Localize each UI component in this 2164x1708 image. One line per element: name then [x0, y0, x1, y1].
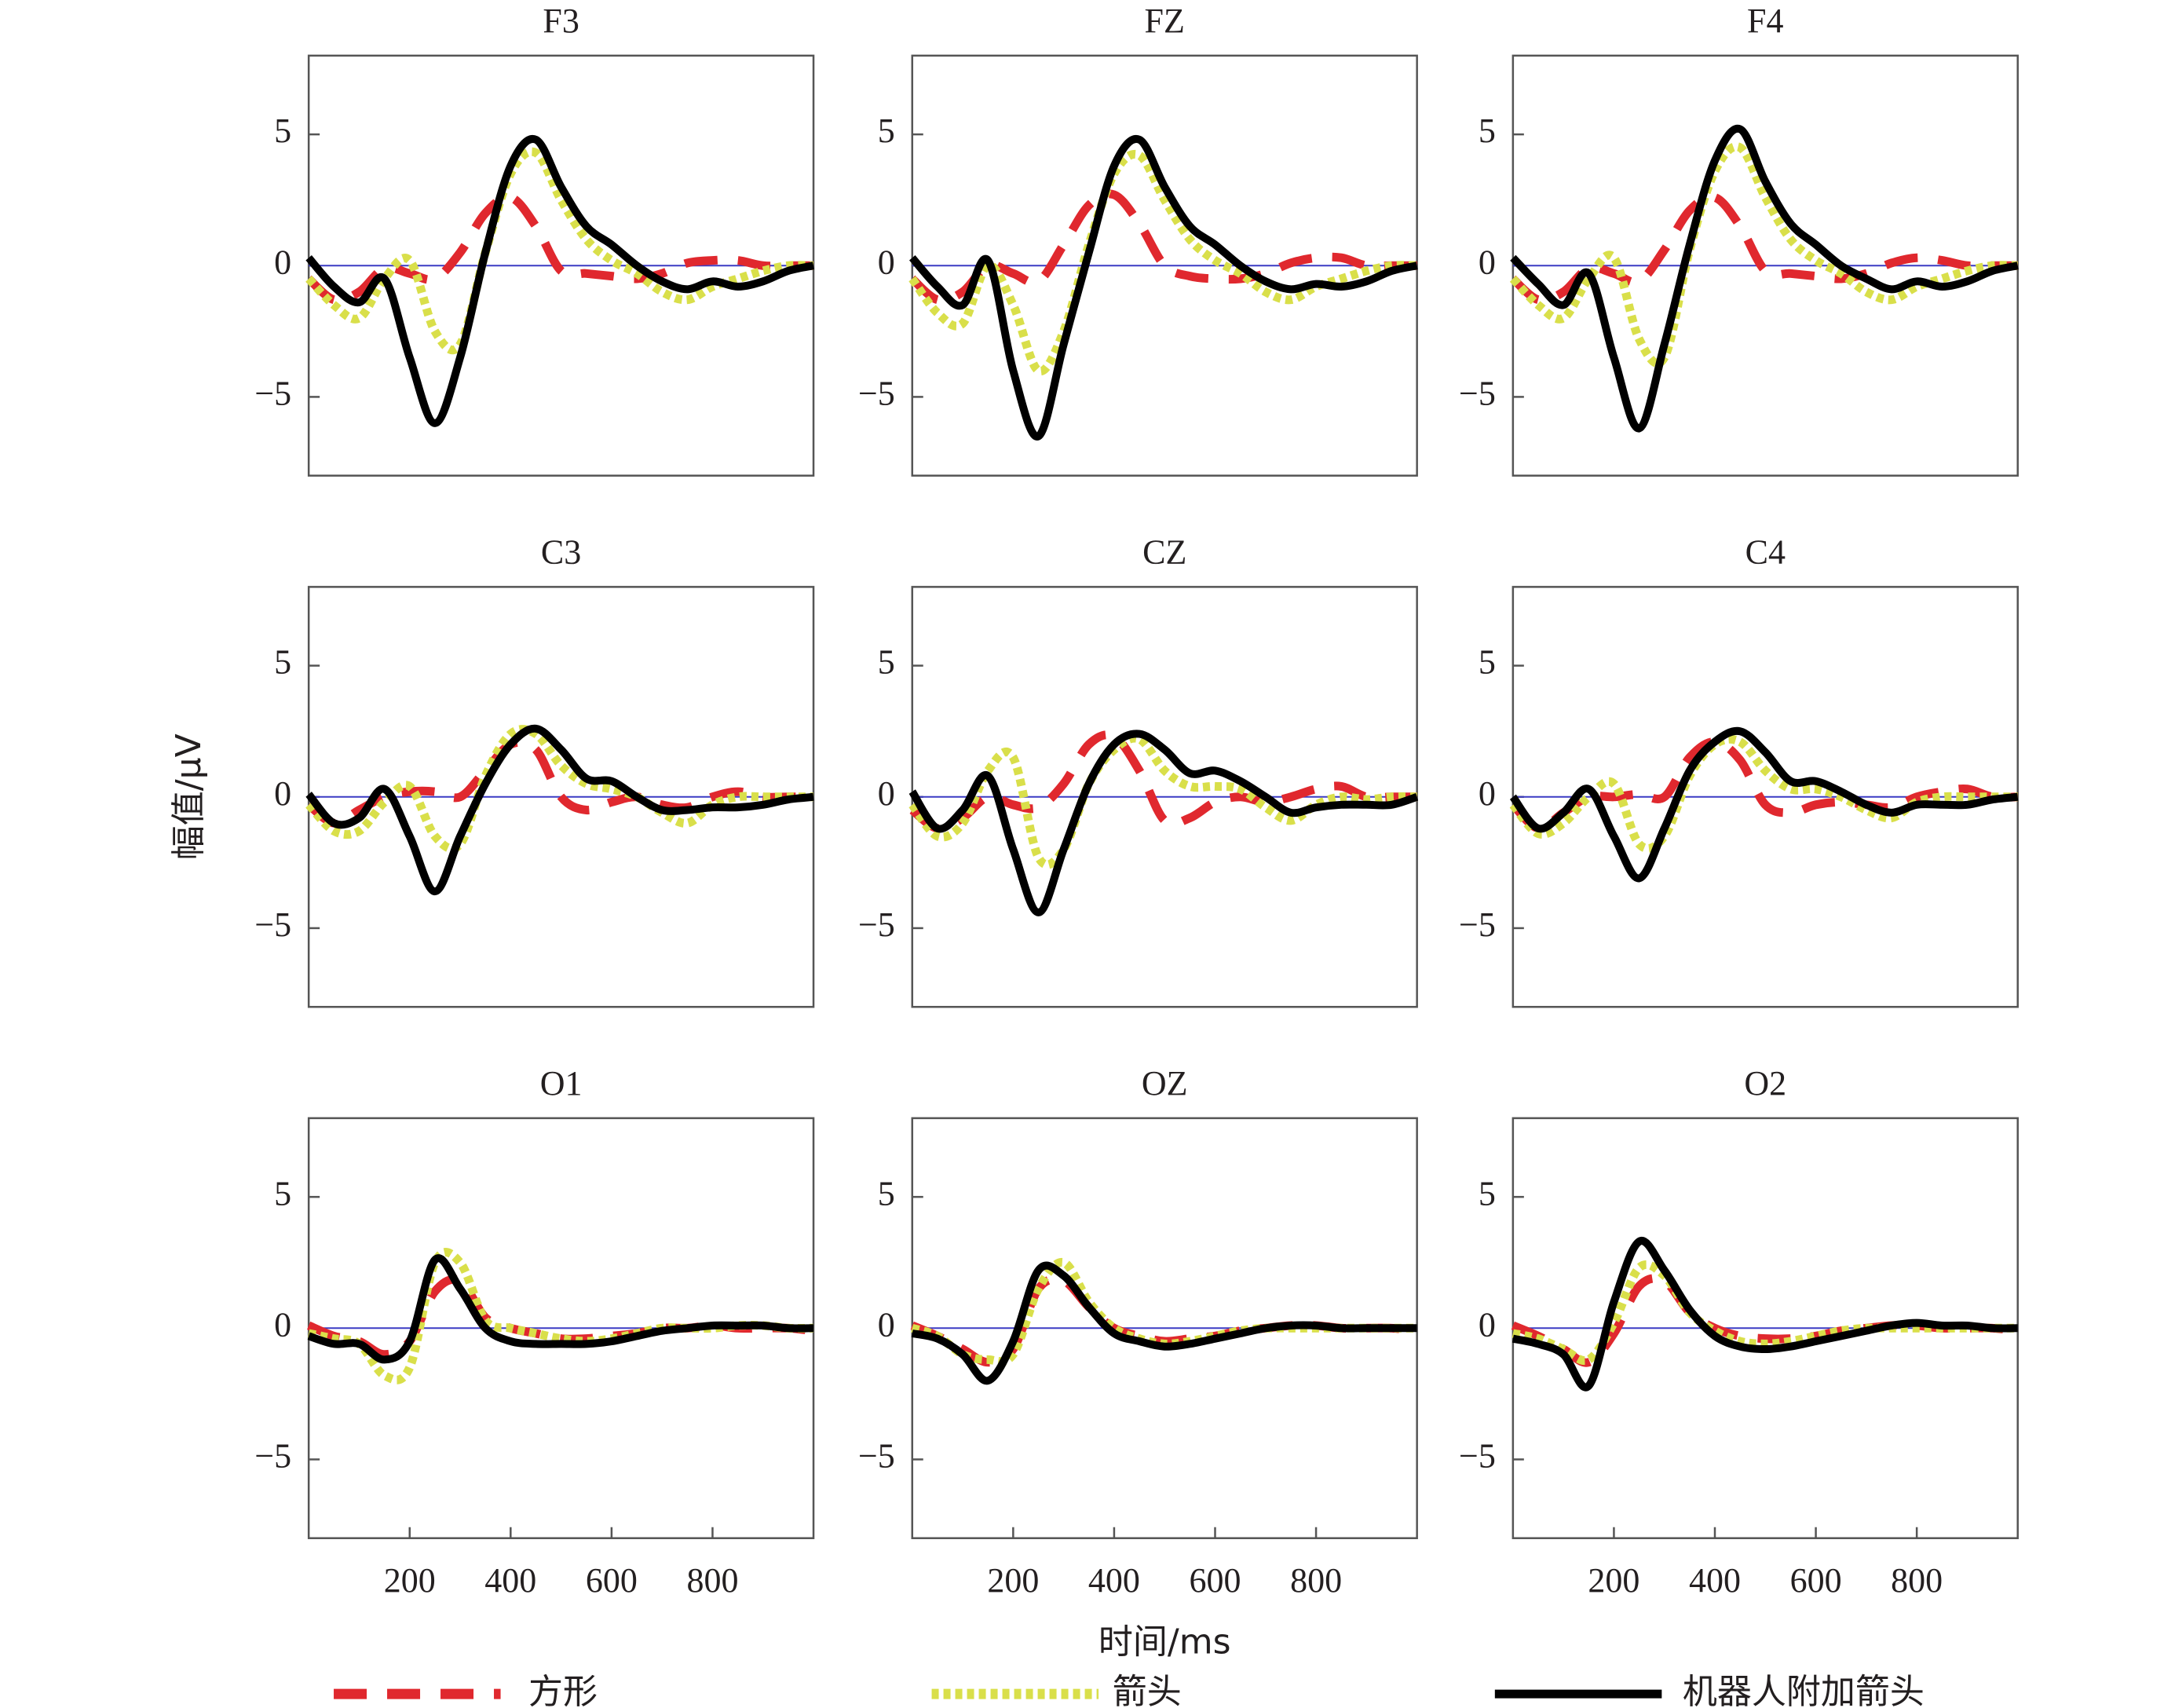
panel-title: O2	[1744, 1064, 1786, 1103]
series-line	[911, 1261, 1417, 1385]
y-tick-label: −5	[1459, 905, 1496, 944]
series-line	[305, 724, 814, 896]
y-tick-label: 5	[1479, 643, 1496, 682]
y-axis-label: 幅值/μV	[169, 733, 209, 860]
y-tick-label: 0	[878, 774, 895, 813]
series-line	[1512, 1260, 2018, 1366]
series-line	[908, 730, 1419, 916]
y-tick-label: 5	[1479, 1174, 1496, 1212]
panel-title: FZ	[1145, 2, 1185, 40]
legend-label: 方形	[528, 1672, 598, 1708]
x-tick-label: 800	[1290, 1561, 1342, 1600]
x-tick-label: 400	[1689, 1561, 1741, 1600]
series-line	[308, 1248, 814, 1384]
x-tick-label: 200	[987, 1561, 1039, 1600]
panel-title: C4	[1745, 532, 1786, 571]
series-line	[909, 189, 1417, 305]
y-tick-label: 0	[274, 774, 291, 813]
x-tick-label: 600	[586, 1561, 638, 1600]
y-tick-label: 0	[878, 243, 895, 281]
x-tick-label: 200	[1588, 1561, 1639, 1600]
y-tick-label: −5	[858, 1437, 895, 1476]
series-line	[1509, 737, 2018, 833]
legend-label: 箭头	[1113, 1672, 1182, 1708]
legend-label: 机器人附加箭头	[1683, 1672, 1925, 1708]
y-tick-label: 5	[274, 643, 291, 682]
y-tick-label: 5	[274, 1174, 291, 1212]
series-line	[307, 1254, 814, 1364]
y-tick-label: −5	[858, 374, 895, 412]
y-tick-label: −5	[254, 905, 291, 944]
series-line	[908, 733, 1417, 869]
series-line	[305, 192, 814, 305]
y-tick-label: −5	[858, 905, 895, 944]
x-tick-label: 200	[384, 1561, 436, 1600]
x-tick-label: 600	[1790, 1561, 1842, 1600]
x-tick-label: 800	[1891, 1561, 1943, 1600]
panel-title: F4	[1747, 2, 1783, 40]
x-tick-label: 600	[1189, 1561, 1241, 1600]
y-tick-label: −5	[1459, 374, 1496, 412]
series-line	[908, 135, 1418, 441]
series-line	[1512, 1237, 2018, 1392]
y-tick-label: −5	[1459, 1437, 1496, 1476]
x-tick-label: 800	[686, 1561, 738, 1600]
x-axis-label: 时间/ms	[1098, 1622, 1231, 1662]
series-line	[305, 135, 815, 427]
y-tick-label: 5	[1479, 112, 1496, 150]
y-tick-label: 0	[878, 1305, 895, 1344]
panel-title: OZ	[1142, 1064, 1188, 1103]
y-tick-label: 0	[274, 1305, 291, 1344]
series-line	[1509, 726, 2019, 883]
y-tick-label: −5	[254, 1437, 291, 1476]
y-tick-label: 0	[1479, 774, 1496, 813]
y-tick-label: −5	[254, 374, 291, 412]
panel-title: CZ	[1142, 532, 1186, 571]
series-line	[305, 725, 814, 854]
x-tick-label: 400	[1088, 1561, 1140, 1600]
series-line	[305, 737, 814, 828]
y-tick-label: 0	[274, 243, 291, 281]
y-tick-label: 0	[1479, 1305, 1496, 1344]
panel-title: F3	[543, 2, 579, 40]
x-tick-label: 400	[484, 1561, 536, 1600]
y-tick-label: 5	[274, 112, 291, 150]
y-tick-label: 5	[878, 643, 895, 682]
series-line	[1510, 124, 2019, 433]
y-tick-label: 5	[878, 1174, 895, 1212]
panel-title: O1	[540, 1064, 583, 1103]
y-tick-label: 0	[1479, 243, 1496, 281]
y-tick-label: 5	[878, 112, 895, 150]
panel-title: C3	[541, 532, 581, 571]
